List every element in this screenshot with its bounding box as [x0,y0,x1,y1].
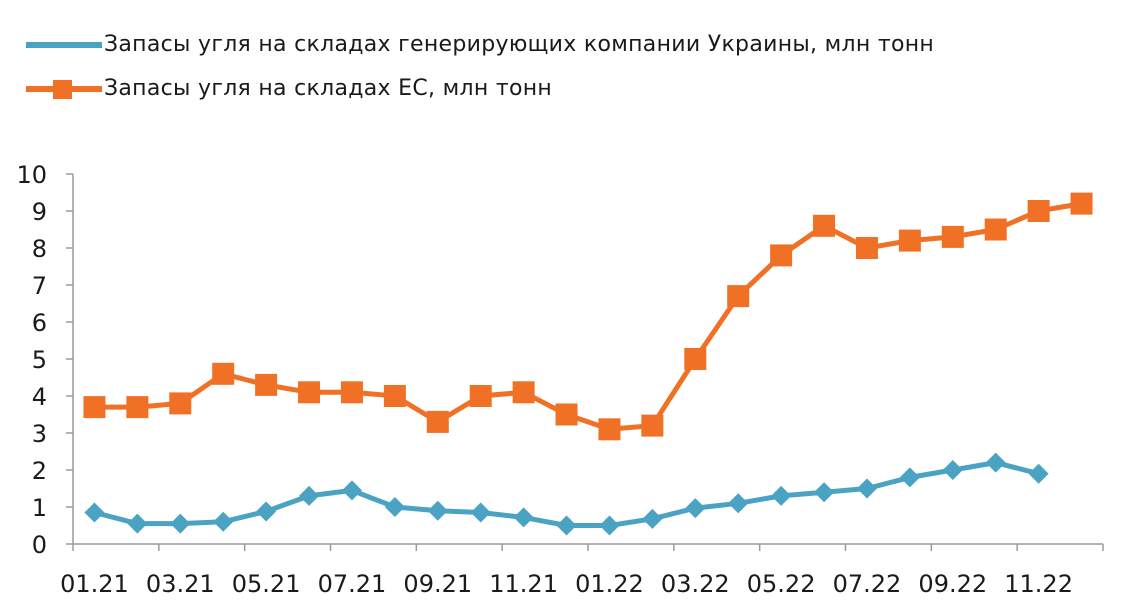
data-point-eu [727,285,750,308]
data-point-ukraine [728,493,749,514]
chart-axes: 0 1 2 3 4 5 6 7 8 9 10 01.21 03.21 05.21 07.21 09.21 11.… [16,161,1104,598]
data-point-ukraine [427,500,448,521]
data-point-ukraine [299,485,320,506]
data-point-eu [83,396,106,419]
data-point-eu [340,381,363,404]
data-point-eu [298,381,321,404]
data-point-ukraine [213,511,234,532]
data-point-eu [770,244,793,267]
x-tick-label: 09.21 [403,570,472,598]
x-tick-label: 09.22 [918,570,987,598]
x-tick-label: 01.22 [575,570,644,598]
data-point-ukraine [256,501,277,522]
y-tick-label: 2 [32,457,47,485]
y-tick-label: 3 [32,420,47,448]
data-point-ukraine [384,497,405,517]
data-point-ukraine [985,452,1006,473]
legend: Запасы угля на складах генерирующих комп… [24,10,1024,118]
data-point-ukraine [685,498,706,519]
data-point-eu [255,373,278,396]
data-point-eu [941,225,964,248]
data-point-eu [641,414,664,437]
data-point-ukraine [942,460,963,480]
x-tick-label: 11.22 [1004,570,1073,598]
data-point-eu [512,381,535,404]
data-point-eu [684,348,707,370]
y-tick-label: 4 [32,383,47,411]
data-point-eu [126,396,149,419]
data-point-eu [555,403,578,426]
y-tick-label: 6 [32,309,47,337]
data-point-eu [212,362,235,385]
legend-label-ukraine: Запасы угля на складах генерирующих комп… [104,32,935,57]
y-tick-label: 5 [32,346,47,374]
data-point-eu [1070,192,1093,215]
data-point-ukraine [127,513,148,534]
data-point-ukraine [341,480,362,501]
data-point-eu [1027,200,1050,222]
data-point-eu [855,237,878,259]
legend-label-eu: Запасы угля на складах ЕС, млн тонн [104,76,553,101]
data-point-ukraine [642,508,663,529]
series-lines [93,201,1082,528]
data-point-eu [898,229,921,252]
x-tick-label: 01.21 [60,570,129,598]
data-point-ukraine [470,502,491,523]
data-point-ukraine [856,478,877,499]
data-point-eu [984,218,1007,241]
data-point-eu [813,214,836,237]
y-tick-label: 1 [32,494,47,522]
data-point-eu [598,418,621,441]
legend-swatch-eu [24,74,104,104]
data-point-ukraine [84,502,105,523]
data-point-ukraine [899,467,920,488]
x-tick-label: 03.22 [661,570,730,598]
series-line-1 [94,201,1082,432]
x-tick-label: 11.21 [489,570,558,598]
x-tick-label: 07.22 [833,570,902,598]
y-tick-label: 7 [32,272,47,300]
data-point-eu [383,385,406,407]
data-point-eu [169,392,192,415]
x-tick-label: 03.21 [146,570,215,598]
x-tick-label: 05.22 [747,570,816,598]
y-tick-label: 8 [32,235,47,263]
data-point-ukraine [771,485,792,506]
data-point-ukraine [599,515,620,536]
y-tick-label: 10 [16,161,47,189]
x-tick-label: 05.21 [232,570,301,598]
data-point-ukraine [170,513,191,534]
y-tick-label: 9 [32,198,47,226]
data-point-eu [469,385,492,407]
legend-item-ukraine: Запасы угля на складах генерирующих комп… [24,10,1024,60]
data-point-ukraine [556,515,577,536]
x-tick-label: 07.21 [318,570,387,598]
data-point-ukraine [1028,463,1049,484]
series-markers [83,192,1093,536]
data-point-ukraine [814,482,835,503]
y-tick-label: 0 [32,531,47,559]
data-point-ukraine [513,507,534,528]
data-point-eu [426,410,449,433]
legend-item-eu: Запасы угля на складах ЕС, млн тонн [24,74,1024,104]
